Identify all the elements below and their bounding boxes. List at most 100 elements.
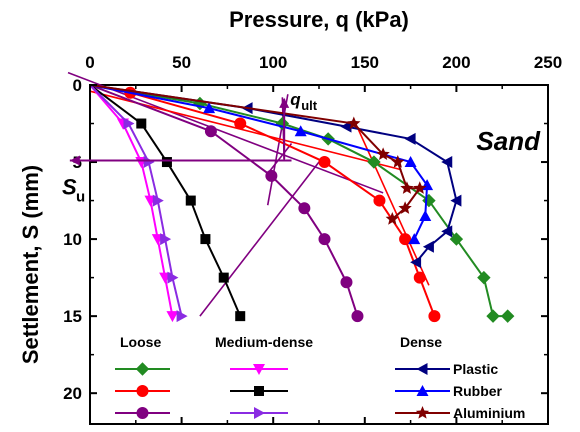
data-point — [294, 125, 307, 137]
legend-marker — [253, 364, 265, 375]
data-point — [367, 155, 381, 169]
construction-line-1 — [67, 71, 384, 194]
data-point — [161, 157, 172, 168]
data-point — [218, 272, 229, 283]
data-point — [204, 125, 217, 138]
data-point — [318, 233, 331, 246]
data-point — [185, 195, 196, 206]
legend-marker — [136, 385, 149, 397]
legend-entry-9: Aluminium — [395, 405, 525, 421]
data-point — [265, 169, 278, 182]
legend-marker — [254, 386, 264, 396]
legend-entry-3 — [115, 407, 170, 419]
data-point — [413, 181, 427, 194]
s-u-subscript: u — [76, 189, 85, 206]
x-tick-label: 50 — [172, 53, 191, 72]
data-point — [486, 309, 500, 323]
legend-label: Rubber — [453, 383, 503, 399]
series-line — [89, 84, 422, 220]
data-point — [428, 310, 441, 323]
legend-marker — [416, 385, 429, 396]
q-ult-subscript: ult — [301, 98, 318, 113]
data-point — [450, 194, 462, 207]
y-tick-label: 20 — [63, 384, 82, 403]
x-tick-label: 100 — [259, 53, 287, 72]
data-point — [136, 118, 147, 129]
data-point — [298, 202, 311, 215]
legend-entry-7: Plastic — [395, 361, 498, 377]
x-tick-label: 0 — [85, 53, 94, 72]
y-tick-label: 10 — [63, 230, 82, 249]
data-point — [235, 311, 246, 322]
legend-entry-2 — [115, 385, 170, 397]
data-point — [385, 212, 399, 225]
legend-marker — [136, 407, 149, 419]
data-point — [410, 256, 422, 269]
data-point — [166, 311, 179, 323]
q-ult-label: q — [290, 90, 301, 109]
legend-heading: Dense — [400, 334, 442, 350]
data-point — [441, 225, 453, 238]
series-8 — [89, 84, 434, 245]
data-point — [419, 209, 432, 221]
data-point — [413, 271, 426, 284]
data-point — [340, 276, 353, 289]
data-point — [391, 155, 405, 168]
legend-marker — [254, 407, 265, 419]
series-line — [89, 84, 508, 318]
data-point — [351, 310, 364, 323]
series-6 — [89, 84, 188, 323]
x-tick-label: 150 — [351, 53, 379, 72]
x-tick-label: 250 — [534, 53, 562, 72]
data-point — [347, 116, 361, 130]
legend-entry-8: Rubber — [395, 383, 503, 399]
data-point — [398, 201, 412, 214]
data-point — [477, 270, 491, 285]
legend-marker — [415, 406, 430, 419]
legend: Loose Medium-dense Dense Plastic Rubber Alumi… — [115, 334, 525, 421]
series-line — [89, 84, 436, 317]
data-point — [234, 117, 247, 130]
legend-label: Aluminium — [453, 405, 525, 421]
data-point — [160, 233, 172, 246]
legend-heading: Medium-dense — [215, 334, 313, 350]
data-point — [408, 233, 421, 245]
s-u-arrowhead — [69, 155, 80, 166]
data-point — [449, 232, 464, 246]
legend-heading: Loose — [120, 334, 161, 350]
q-ult-arrowhead — [279, 97, 290, 108]
series-9 — [89, 84, 427, 225]
data-point — [200, 234, 211, 245]
data-point — [404, 132, 416, 145]
data-point — [123, 117, 135, 130]
sand-label: Sand — [476, 126, 541, 156]
data-point — [399, 233, 412, 246]
data-point — [143, 156, 155, 169]
data-point — [152, 194, 164, 207]
y-tick-label: 0 — [73, 76, 82, 95]
data-point — [176, 310, 188, 323]
y-axis-title: Settlement, S (mm) — [18, 165, 43, 364]
data-point — [404, 156, 417, 168]
data-point — [400, 181, 414, 194]
legend-label: Plastic — [453, 361, 498, 377]
y-tick-label: 15 — [63, 307, 82, 326]
construction-line-2 — [199, 161, 320, 317]
s-u-label: S — [62, 175, 77, 200]
data-point — [441, 156, 453, 169]
series-2 — [89, 84, 441, 323]
series-5 — [89, 84, 246, 322]
data-point — [373, 194, 386, 207]
legend-entry-1 — [115, 362, 170, 376]
axes-layer: Pressure, q (kPa) Settlement, S (mm) 0 50 10… — [18, 7, 562, 424]
data-point — [422, 240, 434, 253]
construction-line-4 — [268, 143, 293, 172]
data-point — [500, 309, 515, 323]
legend-entry-5 — [230, 386, 288, 396]
legend-entry-4 — [230, 364, 288, 375]
series-3 — [89, 84, 364, 323]
legend-entry-6 — [230, 407, 288, 419]
data-point — [318, 156, 331, 169]
